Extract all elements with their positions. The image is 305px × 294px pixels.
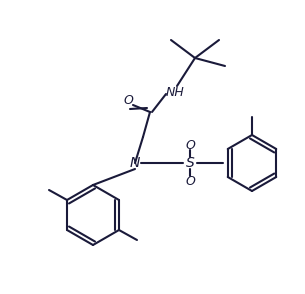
- Text: O: O: [185, 138, 195, 151]
- Text: O: O: [185, 175, 195, 188]
- Text: NH: NH: [166, 86, 185, 98]
- Text: O: O: [123, 93, 133, 106]
- Text: N: N: [130, 156, 140, 170]
- Text: S: S: [186, 156, 194, 170]
